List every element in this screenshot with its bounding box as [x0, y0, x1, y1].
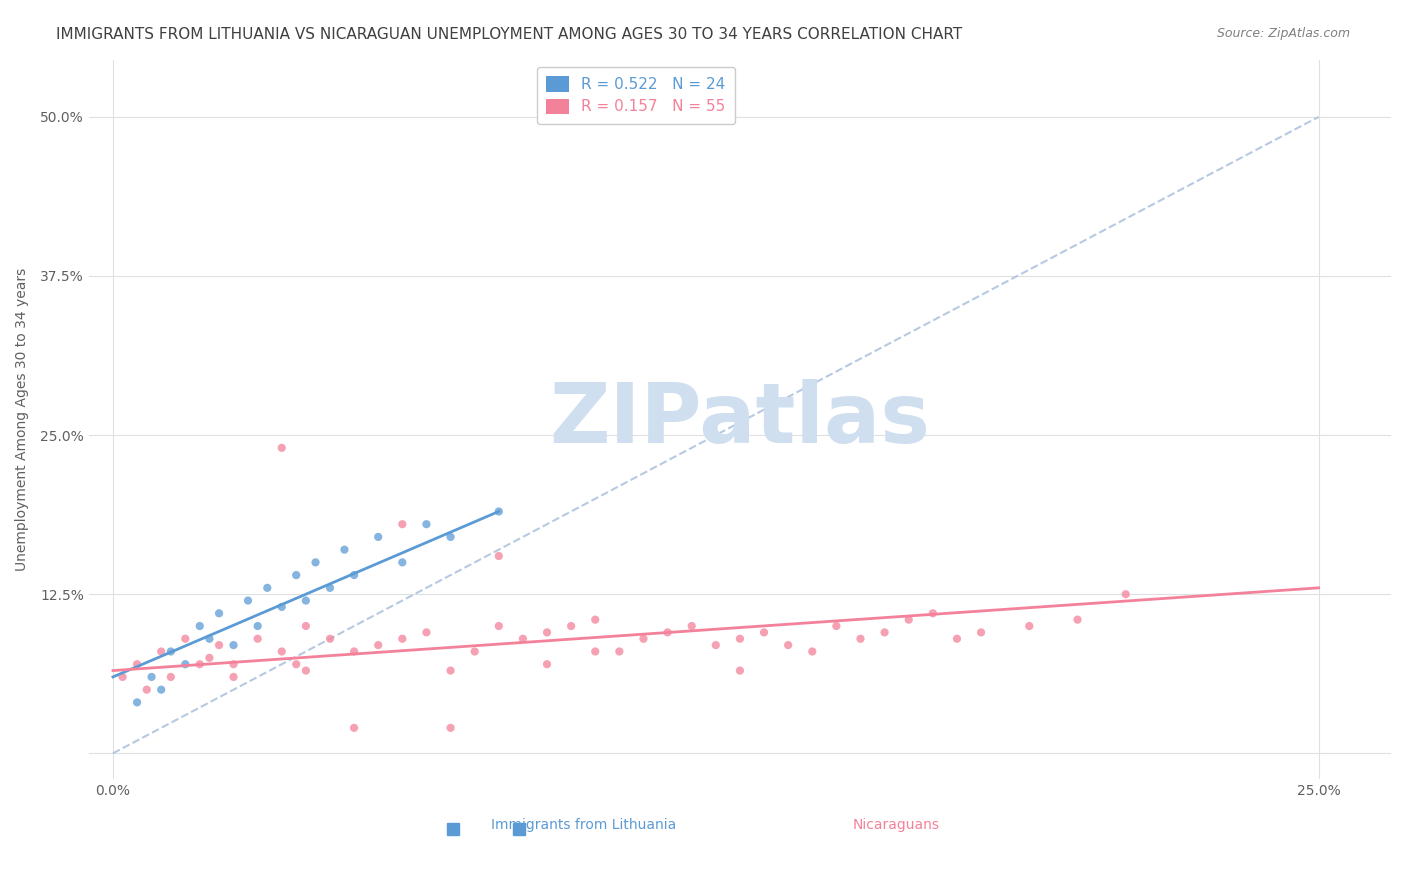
Point [512, 632, 534, 646]
Point [391, 632, 413, 646]
Point [728, 632, 751, 646]
Point [583, 644, 606, 658]
Point [246, 632, 269, 646]
Point [536, 625, 558, 640]
Point [198, 632, 221, 646]
Point [285, 568, 308, 582]
Point [295, 593, 318, 607]
Point [285, 657, 308, 672]
Point [946, 632, 969, 646]
Point [439, 721, 461, 735]
Point [439, 530, 461, 544]
Point [150, 682, 173, 697]
Point [150, 644, 173, 658]
Point [125, 657, 148, 672]
Point [295, 664, 318, 678]
Point [111, 670, 134, 684]
Point [188, 657, 211, 672]
Point [222, 670, 245, 684]
Text: Immigrants from Lithuania: Immigrants from Lithuania [491, 818, 676, 832]
Point [921, 607, 943, 621]
Point [391, 555, 413, 569]
Point [246, 619, 269, 633]
Point [391, 517, 413, 532]
Point [704, 638, 727, 652]
Point [488, 619, 510, 633]
Point [609, 644, 631, 658]
Point [778, 638, 800, 652]
Point [728, 664, 751, 678]
Point [208, 638, 231, 652]
Point [849, 632, 872, 646]
Point [222, 657, 245, 672]
Point [160, 644, 183, 658]
Point [270, 599, 292, 614]
Point [319, 632, 342, 646]
Point [633, 632, 655, 646]
Point [270, 644, 292, 658]
Point [488, 549, 510, 563]
Point [752, 625, 775, 640]
Point [222, 638, 245, 652]
Text: ZIPatlas: ZIPatlas [550, 379, 931, 459]
Point [141, 670, 163, 684]
Point [1066, 613, 1088, 627]
Point [125, 695, 148, 709]
Legend: R = 0.522   N = 24, R = 0.157   N = 55: R = 0.522 N = 24, R = 0.157 N = 55 [537, 67, 734, 124]
Point [343, 721, 366, 735]
Point [488, 504, 510, 518]
Text: Source: ZipAtlas.com: Source: ZipAtlas.com [1216, 27, 1350, 40]
Point [270, 441, 292, 455]
Point [236, 593, 259, 607]
Point [801, 644, 824, 658]
Point [1018, 619, 1040, 633]
Point [188, 619, 211, 633]
Point [681, 619, 703, 633]
Point [897, 613, 920, 627]
Point [198, 650, 221, 665]
Point [174, 632, 197, 646]
Point [415, 625, 437, 640]
Point [536, 657, 558, 672]
Point [343, 644, 366, 658]
Point [560, 619, 582, 633]
Point [256, 581, 278, 595]
Point [319, 581, 342, 595]
Point [583, 613, 606, 627]
Point [970, 625, 993, 640]
Point [135, 682, 157, 697]
Text: IMMIGRANTS FROM LITHUANIA VS NICARAGUAN UNEMPLOYMENT AMONG AGES 30 TO 34 YEARS C: IMMIGRANTS FROM LITHUANIA VS NICARAGUAN … [56, 27, 963, 42]
Point [825, 619, 848, 633]
Y-axis label: Unemployment Among Ages 30 to 34 years: Unemployment Among Ages 30 to 34 years [15, 268, 30, 571]
Point [415, 517, 437, 532]
Point [333, 542, 356, 557]
Text: Nicaraguans: Nicaraguans [852, 818, 939, 832]
Point [174, 657, 197, 672]
Point [160, 670, 183, 684]
Point [873, 625, 896, 640]
Point [304, 555, 326, 569]
Point [343, 568, 366, 582]
Point [208, 607, 231, 621]
Point [464, 644, 486, 658]
Point [367, 530, 389, 544]
Point [295, 619, 318, 633]
Point [1115, 587, 1137, 601]
Point [367, 638, 389, 652]
Point [657, 625, 679, 640]
Point [439, 664, 461, 678]
